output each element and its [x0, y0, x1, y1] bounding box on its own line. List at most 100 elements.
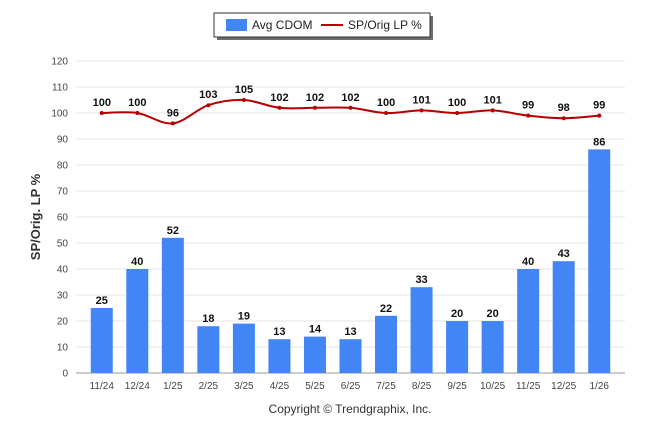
bar-value-label: 25: [96, 295, 108, 307]
y-tick-label: 0: [62, 369, 68, 380]
bar-value-label: 14: [309, 324, 322, 336]
y-tick-label: 90: [57, 135, 69, 146]
line-point: [419, 108, 424, 113]
bar: [90, 308, 113, 373]
x-tick-label: 11/25: [516, 381, 541, 392]
x-tick-label: 5/25: [305, 381, 325, 392]
line-value-label: 99: [522, 100, 534, 112]
x-tick-label: 12/25: [551, 381, 576, 392]
bar-value-label: 40: [131, 256, 143, 268]
x-tick-label: 2/25: [199, 381, 219, 392]
y-tick-label: 80: [57, 161, 69, 172]
line-value-label: 105: [235, 84, 253, 96]
legend: Avg CDOM SP/Orig LP %: [213, 12, 433, 40]
y-tick-label: 120: [51, 57, 68, 68]
bar-value-label: 18: [202, 313, 214, 325]
legend-label-splp: SP/Orig LP %: [348, 18, 422, 32]
x-tick-label: 4/25: [270, 381, 290, 392]
y-axis-label: SP/Orig. LP %: [28, 173, 43, 260]
bar: [303, 336, 326, 373]
line-value-label: 101: [483, 94, 501, 106]
bar: [197, 326, 220, 373]
y-tick-label: 100: [51, 109, 68, 120]
line-point: [384, 111, 389, 115]
x-tick-label: 6/25: [341, 381, 361, 392]
copyright-footer: Copyright © Trendgraphix, Inc.: [269, 402, 432, 416]
bar: [375, 315, 398, 373]
y-tick-labels: 0 10 20 30 40 50 60 70 80 90 100 110 120: [51, 57, 68, 380]
x-tick-labels: 11/24 12/24 1/25 2/25 3/25 4/25 5/25 6/25 7/25 8/…: [90, 381, 610, 392]
x-tick-label: 11/24: [90, 381, 115, 392]
line-point: [99, 111, 104, 115]
line-value-label: 102: [270, 92, 288, 104]
line-value-label: 103: [199, 89, 217, 101]
bar: [339, 339, 362, 373]
legend-label-cdom: Avg CDOM: [252, 18, 312, 32]
line-point: [312, 105, 317, 110]
bar-value-label: 52: [167, 225, 179, 237]
x-tick-label: 12/24: [125, 381, 150, 392]
bar-value-label: 20: [487, 308, 499, 320]
line-value-label: 100: [128, 97, 146, 109]
line-value-label: 102: [341, 92, 359, 104]
bar-value-label: 20: [451, 308, 463, 320]
line-point: [561, 116, 566, 121]
bar-value-label: 33: [415, 274, 427, 286]
legend-swatch-bar: [226, 19, 247, 31]
bar: [446, 321, 469, 373]
line-value-label: 98: [558, 102, 570, 114]
y-tick-label: 110: [52, 83, 68, 94]
bar: [232, 323, 255, 373]
bar-series: [90, 149, 611, 373]
line-point: [490, 108, 495, 113]
bar: [126, 269, 149, 373]
bar-value-label: 13: [344, 326, 356, 338]
bar-value-label: 22: [380, 303, 392, 315]
bar-value-label: 19: [238, 311, 250, 323]
y-tick-label: 50: [57, 239, 69, 250]
line-point: [135, 111, 140, 115]
line-point: [241, 98, 246, 102]
x-tick-label: 9/25: [447, 381, 467, 392]
bar-data-labels: 25 40 52 18 19 13 14 13 22 33 20 20 40 43 86: [96, 136, 606, 338]
x-tick-label: 1/26: [589, 381, 609, 392]
line-value-label: 100: [448, 97, 466, 109]
bar-value-label: 43: [558, 248, 570, 260]
bar-value-label: 40: [522, 256, 534, 268]
y-tick-label: 20: [57, 317, 69, 328]
line-point: [277, 105, 282, 110]
line-data-labels: 100 100 96 103 105 102 102 102 100 101 100 101 99 98 9…: [93, 84, 606, 119]
line-value-label: 100: [377, 97, 395, 109]
line-point: [526, 113, 531, 118]
y-tick-label: 10: [57, 343, 69, 354]
bar: [517, 269, 540, 373]
line-value-label: 102: [306, 92, 324, 104]
bar-value-label: 86: [593, 136, 605, 148]
line-value-label: 99: [593, 100, 605, 112]
line-value-label: 100: [93, 97, 111, 109]
y-tick-label: 70: [57, 187, 69, 198]
y-tick-label: 30: [57, 291, 69, 302]
line-series: [99, 98, 602, 126]
x-tick-label: 10/25: [480, 381, 505, 392]
line-point: [455, 111, 460, 115]
line-value-label: 96: [167, 107, 179, 119]
y-tick-label: 40: [57, 265, 69, 276]
line-value-label: 101: [412, 94, 430, 106]
bar: [481, 321, 504, 373]
x-tick-label: 8/25: [412, 381, 432, 392]
bar-value-label: 13: [273, 326, 285, 338]
bar: [588, 149, 611, 373]
x-tick-label: 1/25: [163, 381, 183, 392]
line-point: [170, 121, 175, 126]
bar: [268, 339, 291, 373]
x-tick-label: 3/25: [234, 381, 254, 392]
bar: [410, 287, 433, 373]
line-point: [206, 103, 211, 108]
line-point: [597, 113, 602, 118]
bar: [161, 237, 184, 373]
y-tick-label: 60: [57, 213, 69, 224]
x-tick-label: 7/25: [376, 381, 396, 392]
line-point: [348, 105, 353, 110]
